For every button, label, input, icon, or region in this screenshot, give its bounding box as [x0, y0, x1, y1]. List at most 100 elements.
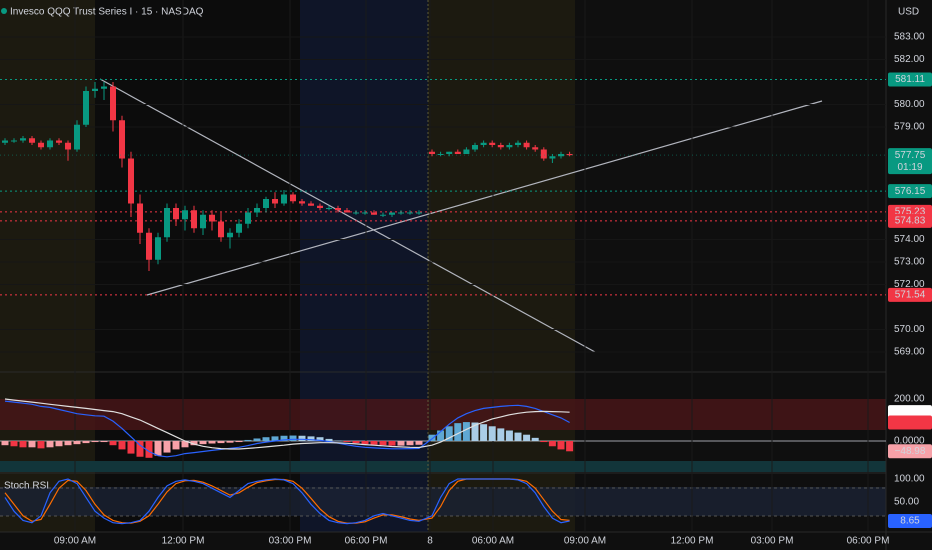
macd-histogram-bar	[235, 441, 243, 443]
stoch-k-line	[4, 478, 570, 525]
candle-body	[20, 138, 26, 141]
macd-tick-label: 200.00	[894, 394, 925, 405]
macd-histogram-bar	[244, 439, 252, 441]
macd-histogram-bar	[1, 441, 9, 446]
macd-histogram-bar	[64, 441, 72, 446]
last-price-tag	[888, 148, 932, 175]
macd-histogram-bar	[307, 436, 315, 441]
price-tick-label: 572.00	[894, 279, 925, 290]
macd-histogram-bar	[523, 434, 531, 441]
macd-histogram-bar	[437, 430, 445, 441]
macd-histogram-bar	[566, 441, 574, 452]
macd-histogram-bar	[280, 435, 288, 441]
macd-histogram-bar	[428, 434, 436, 441]
postmarket-session	[300, 0, 428, 532]
candle-body	[429, 151, 435, 154]
macd-histogram-bar	[82, 441, 90, 444]
macd-histogram-bar	[548, 441, 556, 447]
candle-body	[92, 88, 98, 91]
time-label: 03:00 PM	[269, 536, 312, 547]
rsi-tick-label: 50.00	[894, 497, 919, 508]
macd-histogram-bar	[199, 441, 207, 445]
macd-histogram-bar	[136, 441, 144, 457]
macd-line	[4, 400, 570, 458]
macd-histogram-bar	[91, 441, 99, 443]
candle-body	[353, 212, 359, 214]
macd-histogram-bar	[289, 435, 297, 441]
macd-histogram-bar	[145, 441, 153, 458]
time-label: 06:00 AM	[472, 536, 514, 547]
candle-body	[407, 212, 413, 214]
rsi-tick-label: 100.00	[894, 474, 925, 485]
macd-tick-label: 0.0000	[894, 436, 925, 447]
status-dot	[1, 8, 7, 14]
price-tick-label: 582.00	[894, 54, 925, 65]
candle-body	[463, 149, 470, 154]
candle-body	[506, 145, 513, 148]
candle-body	[155, 237, 161, 260]
macd-histogram-bar	[109, 441, 117, 446]
candle-body	[38, 142, 44, 148]
candle-body	[137, 203, 143, 233]
macd-histogram-bar	[480, 424, 488, 441]
macd-histogram-bar	[514, 432, 522, 441]
macd-histogram-bar	[415, 441, 423, 445]
candle-body	[173, 208, 179, 220]
candle-body	[317, 205, 323, 208]
macd-histogram-bar	[37, 441, 45, 449]
countdown-label: 01:19	[897, 162, 922, 173]
candle-body	[2, 140, 8, 143]
candle-body	[56, 140, 62, 143]
macd-tag-label: −48.98	[895, 446, 926, 457]
candle-body	[128, 158, 134, 204]
candle-body	[263, 199, 269, 208]
candle-body	[182, 210, 188, 220]
macd-histogram-bar	[397, 441, 405, 446]
indicator-title: Stoch RSI	[4, 481, 49, 492]
macd-histogram-bar	[118, 441, 126, 450]
macd-histogram-bar	[262, 437, 270, 441]
candle-body	[371, 212, 377, 215]
macd-histogram-bar	[271, 436, 279, 441]
candle-body	[472, 145, 478, 150]
price-tick-label: 569.00	[894, 347, 925, 358]
macd-histogram-bar	[505, 430, 513, 441]
signal-line	[4, 398, 570, 450]
chart-title: Invesco QQQ Trust Series I · 15 · NASDAQ	[10, 7, 204, 18]
macd-histogram-bar	[370, 441, 378, 445]
candle-body	[200, 214, 206, 229]
macd-histogram-bar	[488, 426, 496, 441]
price-tag-label: 575.23	[895, 206, 926, 217]
candle-body	[523, 142, 530, 148]
price-tick-label: 570.00	[894, 324, 925, 335]
macd-histogram-bar	[497, 428, 505, 441]
macd-histogram-bar	[531, 437, 539, 441]
time-label: 06:00 PM	[345, 536, 388, 547]
macd-histogram-bar	[379, 441, 387, 446]
time-label: 12:00 PM	[162, 536, 205, 547]
candle-body	[335, 208, 341, 211]
macd-histogram-bar	[471, 422, 479, 441]
time-label: 09:00 AM	[54, 536, 96, 547]
candle-body	[362, 212, 368, 214]
candle-body	[532, 147, 539, 150]
candle-body	[29, 138, 35, 143]
candle-body	[299, 201, 305, 204]
currency[interactable]: USD	[898, 7, 919, 18]
candle-body	[489, 142, 496, 145]
macd-histogram-bar	[172, 441, 180, 450]
rsi-tag-label: 8.65	[900, 516, 920, 527]
price-tick-label: 580.00	[894, 99, 925, 110]
price-tick-label: 574.00	[894, 234, 925, 245]
macd-histogram-bar	[190, 441, 198, 446]
candle-body	[119, 120, 125, 159]
candle-body	[389, 212, 395, 215]
macd-zone	[0, 461, 886, 472]
price-tag-label: 576.15	[895, 186, 926, 197]
macd-tag	[888, 415, 932, 430]
candle-body	[416, 212, 422, 214]
macd-histogram-bar	[316, 437, 324, 441]
time-label: 8	[427, 536, 433, 547]
